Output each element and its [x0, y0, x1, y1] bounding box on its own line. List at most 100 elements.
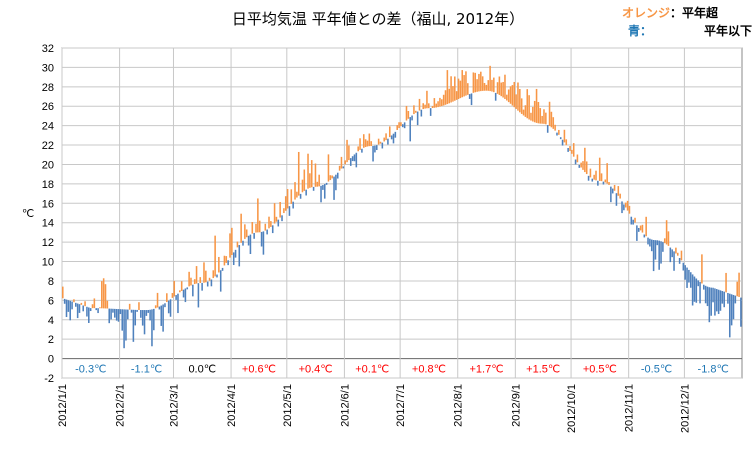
daily-bar [478, 73, 480, 92]
daily-bar [422, 103, 424, 110]
daily-bar [714, 288, 716, 316]
daily-bar [520, 98, 523, 114]
daily-bar [387, 138, 389, 145]
monthly-anomaly-label: -1.1℃ [131, 363, 162, 375]
daily-bar [699, 281, 701, 304]
daily-bar [424, 104, 426, 109]
daily-bar [676, 252, 679, 256]
daily-bar [615, 193, 618, 206]
y-tick-label: 0 [48, 354, 54, 366]
y-tick-label: 10 [42, 257, 54, 269]
monthly-anomaly-label: +0.8℃ [412, 363, 446, 375]
daily-bar [626, 200, 629, 211]
daily-bar [468, 94, 471, 99]
daily-bar [78, 304, 81, 313]
daily-bar [652, 240, 655, 272]
x-tick-label: 2012/3/1 [168, 384, 180, 427]
daily-bar [428, 103, 430, 109]
legend-below-text: 平年以下 [703, 24, 752, 38]
daily-bar [255, 223, 257, 233]
x-tick-label: 2012/2/1 [115, 384, 127, 427]
daily-bar [511, 85, 514, 106]
daily-bar [550, 111, 553, 128]
x-tick-label: 2012/1/1 [57, 384, 69, 427]
daily-bar [227, 260, 229, 266]
x-tick-label: 2012/4/1 [226, 384, 238, 427]
daily-bar [104, 284, 107, 309]
daily-bar [452, 86, 454, 102]
daily-bar [500, 82, 503, 97]
x-tick-label: 2012/10/1 [566, 384, 578, 433]
daily-bar [362, 134, 365, 148]
daily-bar [582, 161, 584, 170]
daily-bar [149, 309, 151, 321]
daily-bar [740, 297, 742, 327]
daily-bar [686, 267, 688, 288]
daily-bar [411, 115, 413, 121]
daily-bar [606, 163, 608, 184]
x-tick-label: 2012/12/1 [679, 384, 691, 433]
daily-bar [571, 149, 573, 154]
daily-bar [394, 131, 397, 138]
daily-bar [660, 241, 662, 264]
daily-bar [351, 156, 354, 162]
daily-bar [552, 117, 555, 129]
daily-bar [444, 90, 447, 105]
daily-bar [318, 174, 320, 187]
daily-bar [450, 76, 452, 103]
daily-bar [513, 81, 516, 108]
chart-title: 日平均気温 平年値との差（福山, 2012年） [231, 10, 525, 28]
daily-bar [396, 125, 398, 130]
daily-bar [673, 251, 675, 271]
daily-bar [591, 178, 594, 182]
daily-bar [647, 237, 649, 245]
monthly-anomaly-label: -0.3℃ [75, 363, 106, 375]
daily-bar [487, 80, 490, 91]
daily-bar [715, 289, 718, 312]
daily-bar [390, 135, 393, 140]
daily-bar [125, 309, 127, 341]
daily-bar [580, 162, 582, 168]
daily-bar [91, 304, 94, 309]
daily-bar [409, 117, 411, 142]
daily-bar [127, 309, 129, 320]
daily-bar [357, 146, 359, 152]
daily-bar [708, 287, 711, 323]
daily-bar [342, 166, 345, 169]
daily-bar [247, 235, 250, 246]
daily-bar [678, 257, 681, 264]
daily-bar [366, 140, 369, 147]
y-tick-label: 12 [42, 237, 54, 249]
daily-bar [730, 294, 733, 326]
daily-bar [271, 225, 274, 234]
daily-bar [481, 76, 484, 91]
daily-bar [242, 240, 244, 246]
daily-bar [689, 272, 692, 288]
daily-bar [216, 274, 218, 278]
daily-bar [489, 65, 491, 92]
daily-bar [680, 250, 683, 261]
daily-bar [327, 154, 330, 182]
daily-bar [506, 94, 508, 101]
daily-bar [504, 74, 506, 99]
daily-bar [145, 310, 148, 316]
daily-bar [258, 220, 261, 233]
daily-bar [164, 303, 166, 308]
daily-bar [340, 156, 343, 169]
daily-bar [179, 290, 181, 293]
daily-bar [374, 145, 376, 153]
daily-bar [728, 293, 731, 338]
daily-bar [229, 233, 231, 258]
daily-bar [388, 126, 391, 138]
daily-bar [463, 75, 465, 97]
daily-bar [117, 309, 120, 322]
daily-bar [636, 225, 638, 241]
daily-bar [143, 310, 146, 335]
daily-bar [283, 208, 285, 214]
daily-bar [264, 223, 267, 231]
daily-bar [112, 308, 114, 313]
daily-bar [175, 295, 177, 300]
daily-bar [682, 262, 685, 271]
daily-bar [641, 224, 644, 233]
